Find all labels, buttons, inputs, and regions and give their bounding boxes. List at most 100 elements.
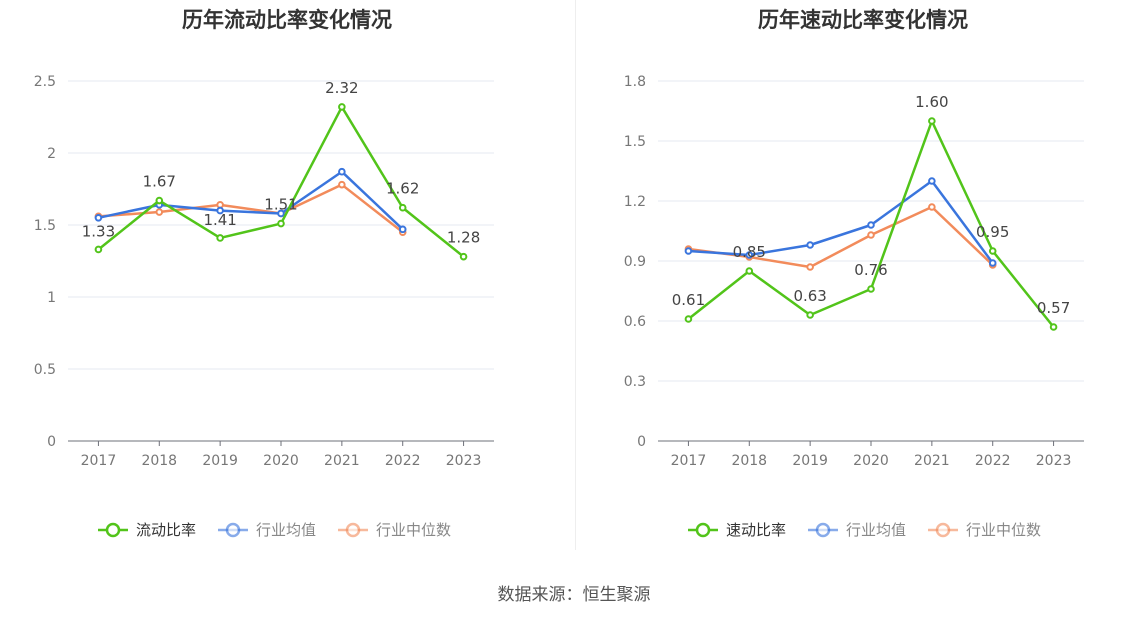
y-tick-label: 1 bbox=[47, 290, 56, 306]
data-label: 0.85 bbox=[733, 243, 766, 261]
data-point bbox=[338, 167, 346, 176]
y-tick-label: 2.5 bbox=[34, 74, 56, 90]
x-tick-label: 2018 bbox=[141, 453, 177, 469]
panel-divider bbox=[575, 0, 576, 550]
legend-marker bbox=[105, 522, 121, 538]
y-tick-label: 0.5 bbox=[34, 362, 56, 378]
x-tick-label: 2020 bbox=[853, 453, 889, 469]
y-tick-label: 0 bbox=[637, 434, 646, 450]
data-point bbox=[155, 208, 164, 216]
legend-marker bbox=[695, 522, 711, 538]
data-point bbox=[988, 259, 997, 267]
legend-label: 速动比率 bbox=[726, 521, 786, 539]
x-tick-label: 2018 bbox=[731, 453, 767, 469]
data-label: 1.51 bbox=[264, 196, 297, 214]
data-point bbox=[928, 117, 936, 125]
y-tick-label: 0.9 bbox=[624, 254, 646, 270]
x-tick-label: 2017 bbox=[81, 453, 117, 469]
quick-ratio-panel: 历年速动比率变化情况 0 0.3 0.6 0.9 1.2 1.5 1.8 2017 2018 20… bbox=[576, 0, 1148, 560]
x-tick-label: 2023 bbox=[1036, 453, 1072, 469]
legend-item-primary: 流动比率 bbox=[98, 521, 196, 539]
x-tick-label: 2022 bbox=[975, 453, 1011, 469]
x-tick-label: 2019 bbox=[202, 453, 238, 469]
data-label: 0.61 bbox=[672, 291, 705, 309]
data-point bbox=[277, 209, 285, 218]
data-point bbox=[988, 247, 997, 255]
x-tick-label: 2021 bbox=[324, 453, 360, 469]
data-point bbox=[216, 201, 224, 209]
data-label: 2.32 bbox=[325, 79, 358, 97]
legend-label: 行业均值 bbox=[846, 521, 906, 539]
data-source: 数据来源：恒生聚源 bbox=[0, 580, 1148, 605]
data-point bbox=[94, 214, 103, 222]
data-point bbox=[216, 206, 224, 215]
data-point bbox=[155, 196, 164, 205]
data-point bbox=[398, 225, 407, 234]
data-point bbox=[338, 180, 346, 189]
data-point bbox=[806, 263, 814, 271]
x-tick-label: 2019 bbox=[792, 453, 828, 469]
data-point bbox=[867, 231, 875, 239]
x-tick-label: 2021 bbox=[914, 453, 950, 469]
legend-marker bbox=[935, 522, 951, 538]
data-point bbox=[216, 234, 224, 242]
y-tick-label: 0.6 bbox=[624, 314, 646, 330]
legend-marker bbox=[815, 522, 831, 538]
data-label: 0.95 bbox=[976, 223, 1009, 241]
x-tick-label: 2023 bbox=[446, 453, 482, 469]
quick-ratio-chart: 0 0.3 0.6 0.9 1.2 1.5 1.8 2017 2018 2019 2020 2021 2… bbox=[624, 74, 1084, 539]
legend-item-industry-avg: 行业均值 bbox=[808, 521, 906, 539]
data-label: 1.67 bbox=[143, 173, 176, 191]
legend-item-industry-median: 行业中位数 bbox=[928, 521, 1041, 539]
x-tick-label: 2022 bbox=[385, 453, 421, 469]
data-point bbox=[806, 241, 814, 249]
chart-title: 历年速动比率变化情况 bbox=[758, 8, 968, 32]
data-point bbox=[277, 219, 285, 228]
series-line-industry-avg bbox=[688, 179, 994, 264]
data-point bbox=[806, 311, 814, 319]
data-label: 1.33 bbox=[82, 222, 115, 240]
data-label: 0.76 bbox=[854, 261, 887, 279]
legend-marker bbox=[225, 522, 241, 538]
y-tick-label: 1.5 bbox=[624, 134, 646, 150]
data-point bbox=[1049, 323, 1058, 331]
data-point bbox=[459, 252, 468, 261]
series-line-industry-median bbox=[98, 183, 404, 234]
data-point bbox=[745, 251, 754, 259]
data-point bbox=[338, 103, 346, 111]
chart-title: 历年流动比率变化情况 bbox=[182, 8, 392, 32]
data-point bbox=[684, 315, 693, 323]
x-tick-label: 2020 bbox=[263, 453, 299, 469]
y-tick-label: 1.5 bbox=[34, 218, 56, 234]
series-line-industry-avg bbox=[98, 170, 404, 231]
data-label: 0.63 bbox=[793, 287, 826, 305]
y-tick-label: 0.3 bbox=[624, 374, 646, 390]
data-point bbox=[684, 247, 693, 255]
source-value: 恒生聚源 bbox=[582, 585, 651, 605]
data-label: 1.28 bbox=[447, 229, 480, 247]
legend-item-industry-median: 行业中位数 bbox=[338, 521, 451, 539]
y-tick-label: 1.8 bbox=[624, 74, 646, 90]
y-tick-label: 2 bbox=[47, 146, 56, 162]
data-label: 0.57 bbox=[1037, 299, 1070, 317]
data-label: 1.62 bbox=[386, 180, 419, 198]
legend-item-primary: 速动比率 bbox=[688, 521, 786, 539]
current-ratio-panel: 历年流动比率变化情况 0 0.5 1 1.5 2 2.5 2017 2018 2019 2020 2… bbox=[0, 0, 574, 560]
legend-label: 行业中位数 bbox=[966, 521, 1041, 539]
legend-label: 行业均值 bbox=[256, 521, 316, 539]
data-point bbox=[398, 203, 407, 212]
y-tick-label: 0 bbox=[47, 434, 56, 450]
data-point bbox=[745, 267, 754, 275]
y-tick-label: 1.2 bbox=[624, 194, 646, 210]
source-label: 数据来源： bbox=[497, 585, 583, 605]
data-point bbox=[928, 177, 936, 185]
legend-marker bbox=[345, 522, 361, 538]
x-tick-label: 2017 bbox=[671, 453, 707, 469]
data-point bbox=[94, 245, 103, 254]
data-point bbox=[867, 221, 875, 229]
data-point bbox=[928, 203, 936, 211]
data-point bbox=[867, 285, 875, 293]
data-label: 1.41 bbox=[203, 211, 236, 229]
series-line-industry-median bbox=[688, 205, 994, 269]
legend-label: 流动比率 bbox=[136, 521, 196, 539]
